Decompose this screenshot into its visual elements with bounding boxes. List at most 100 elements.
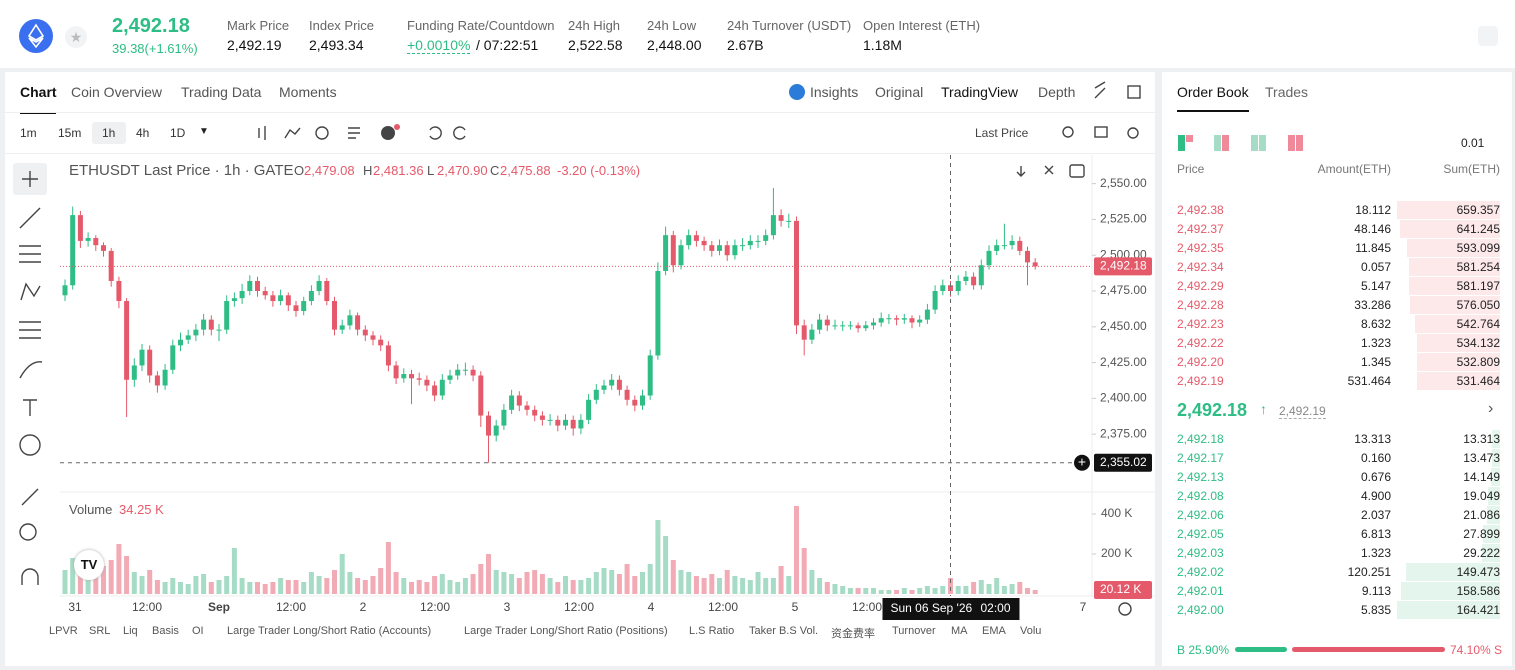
volume-bar bbox=[824, 582, 830, 594]
mid-price: 2,492.18 bbox=[1177, 400, 1248, 420]
chart-tab[interactable]: Chart bbox=[20, 84, 57, 100]
interval[interactable]: 1D bbox=[170, 126, 186, 140]
indicator-tab[interactable]: SRL bbox=[89, 625, 111, 637]
ob-price[interactable]: 2,492.34 bbox=[1177, 260, 1224, 274]
ob-price[interactable]: 2,492.17 bbox=[1177, 451, 1224, 465]
chart-tab[interactable]: Moments bbox=[279, 84, 337, 100]
stat-value: 2,493.34 bbox=[309, 37, 364, 53]
add-alert-plus: + bbox=[1078, 453, 1086, 469]
ob-price[interactable]: 2,492.22 bbox=[1177, 336, 1224, 350]
view-tab[interactable]: Insights bbox=[810, 84, 859, 100]
header-panel bbox=[0, 0, 1515, 68]
volume-bar bbox=[524, 572, 530, 594]
ob-price[interactable]: 2,492.19 bbox=[1177, 374, 1224, 388]
interval[interactable]: 4h bbox=[136, 126, 150, 140]
indicator-tab[interactable]: OI bbox=[192, 625, 204, 637]
volume-bar bbox=[855, 588, 861, 594]
ob-price[interactable]: 2,492.29 bbox=[1177, 279, 1224, 293]
volume-bar bbox=[516, 578, 522, 594]
interval[interactable]: 1m bbox=[20, 126, 37, 140]
indicator-tab[interactable]: Large Trader Long/Short Ratio (Positions… bbox=[464, 625, 668, 637]
view-tab[interactable]: Depth bbox=[1038, 84, 1076, 100]
stat-value: +0.0010% bbox=[407, 37, 471, 54]
ob-price[interactable]: 2,492.37 bbox=[1177, 222, 1224, 236]
price-source[interactable]: Last Price bbox=[975, 126, 1029, 140]
candle-body bbox=[940, 285, 946, 292]
ob-price[interactable]: 2,492.18 bbox=[1177, 432, 1224, 446]
depth-bar bbox=[1481, 544, 1500, 562]
candle-body bbox=[231, 298, 237, 302]
menu-button[interactable] bbox=[1478, 26, 1498, 46]
ob-price[interactable]: 2,492.38 bbox=[1177, 203, 1224, 217]
divider bbox=[5, 153, 1155, 154]
ob-price[interactable]: 2,492.00 bbox=[1177, 603, 1224, 617]
indicator-tab[interactable]: MA bbox=[951, 625, 968, 637]
ob-price[interactable]: 2,492.02 bbox=[1177, 565, 1224, 579]
ob-price[interactable]: 2,492.05 bbox=[1177, 527, 1224, 541]
volume-bar bbox=[355, 578, 361, 594]
volume-bar bbox=[871, 588, 876, 594]
volume-bar bbox=[747, 580, 753, 594]
ob-precision[interactable]: 0.01 bbox=[1461, 136, 1485, 150]
ob-price[interactable]: 2,492.35 bbox=[1177, 241, 1224, 255]
depth-bar bbox=[1399, 220, 1500, 238]
ob-price[interactable]: 2,492.13 bbox=[1177, 470, 1224, 484]
view-tab[interactable]: TradingView bbox=[941, 84, 1019, 100]
indicator-tab[interactable]: Volu bbox=[1020, 625, 1042, 637]
interval[interactable]: 1h bbox=[102, 126, 116, 140]
volume-bar bbox=[185, 584, 191, 594]
candle-body bbox=[878, 318, 884, 323]
candle-body bbox=[770, 215, 776, 236]
volume-bar bbox=[809, 570, 815, 594]
ob-price[interactable]: 2,492.01 bbox=[1177, 584, 1224, 598]
chart-tab[interactable]: Coin Overview bbox=[71, 84, 163, 100]
ob-amount: 6.813 bbox=[1360, 527, 1391, 541]
volume-bar bbox=[347, 572, 353, 594]
x-tick-label: 31 bbox=[68, 600, 82, 614]
y-tick-label: 2,425.00 bbox=[1100, 355, 1147, 369]
volume-bar bbox=[131, 572, 137, 594]
dropdown-arrow[interactable]: ▼ bbox=[199, 126, 209, 137]
ob-price[interactable]: 2,492.08 bbox=[1177, 489, 1224, 503]
ob-amount: 11.845 bbox=[1355, 241, 1391, 255]
volume-bar bbox=[285, 580, 291, 594]
volume-bar bbox=[563, 576, 568, 594]
chevron[interactable]: › bbox=[1488, 400, 1494, 417]
indicator-tab[interactable]: L.S Ratio bbox=[689, 625, 735, 637]
depth-bar bbox=[1410, 296, 1500, 314]
indicator-tab[interactable]: EMA bbox=[982, 625, 1006, 637]
volume-bar bbox=[362, 580, 368, 594]
volume-bar bbox=[894, 590, 900, 594]
interval[interactable]: 15m bbox=[58, 126, 82, 140]
ob-tab[interactable]: Trades bbox=[1265, 84, 1309, 100]
indicator-tab[interactable]: Turnover bbox=[892, 625, 936, 637]
volume-bar bbox=[693, 576, 699, 594]
ob-price[interactable]: 2,492.20 bbox=[1177, 355, 1224, 369]
volume-bar bbox=[101, 566, 106, 594]
ob-sum: 149.473 bbox=[1456, 565, 1500, 579]
candle-body bbox=[855, 325, 861, 329]
candle-body bbox=[693, 235, 699, 241]
candle-body bbox=[316, 280, 322, 292]
ob-price[interactable]: 2,492.28 bbox=[1177, 298, 1224, 312]
indicator-tab[interactable]: LPVR bbox=[49, 625, 78, 637]
indicator-tab[interactable]: Liq bbox=[123, 625, 138, 637]
indicator-icon[interactable] bbox=[381, 126, 395, 140]
ob-price[interactable]: 2,492.06 bbox=[1177, 508, 1224, 522]
chart-tab[interactable]: Trading Data bbox=[181, 84, 262, 100]
indicator-tab[interactable]: Basis bbox=[152, 625, 179, 637]
ob-price[interactable]: 2,492.23 bbox=[1177, 317, 1224, 331]
ob-tab[interactable]: Order Book bbox=[1177, 84, 1249, 100]
y-tick-label: 2,400.00 bbox=[1100, 391, 1147, 405]
volume-bar bbox=[924, 586, 930, 594]
indicator-tab[interactable]: Taker B.S Vol. bbox=[749, 625, 819, 637]
x-tick-label: 4 bbox=[648, 600, 655, 614]
favorite-button[interactable]: ★ bbox=[65, 26, 87, 48]
volume-bar bbox=[416, 580, 422, 594]
ob-price[interactable]: 2,492.03 bbox=[1177, 546, 1224, 560]
ob-amount: 13.313 bbox=[1354, 432, 1391, 446]
view-tab[interactable]: Original bbox=[875, 84, 924, 100]
volume-bar bbox=[308, 572, 314, 594]
indicator-tab[interactable]: Large Trader Long/Short Ratio (Accounts) bbox=[227, 625, 432, 637]
indicator-tab[interactable]: 资金费率 bbox=[831, 628, 875, 640]
